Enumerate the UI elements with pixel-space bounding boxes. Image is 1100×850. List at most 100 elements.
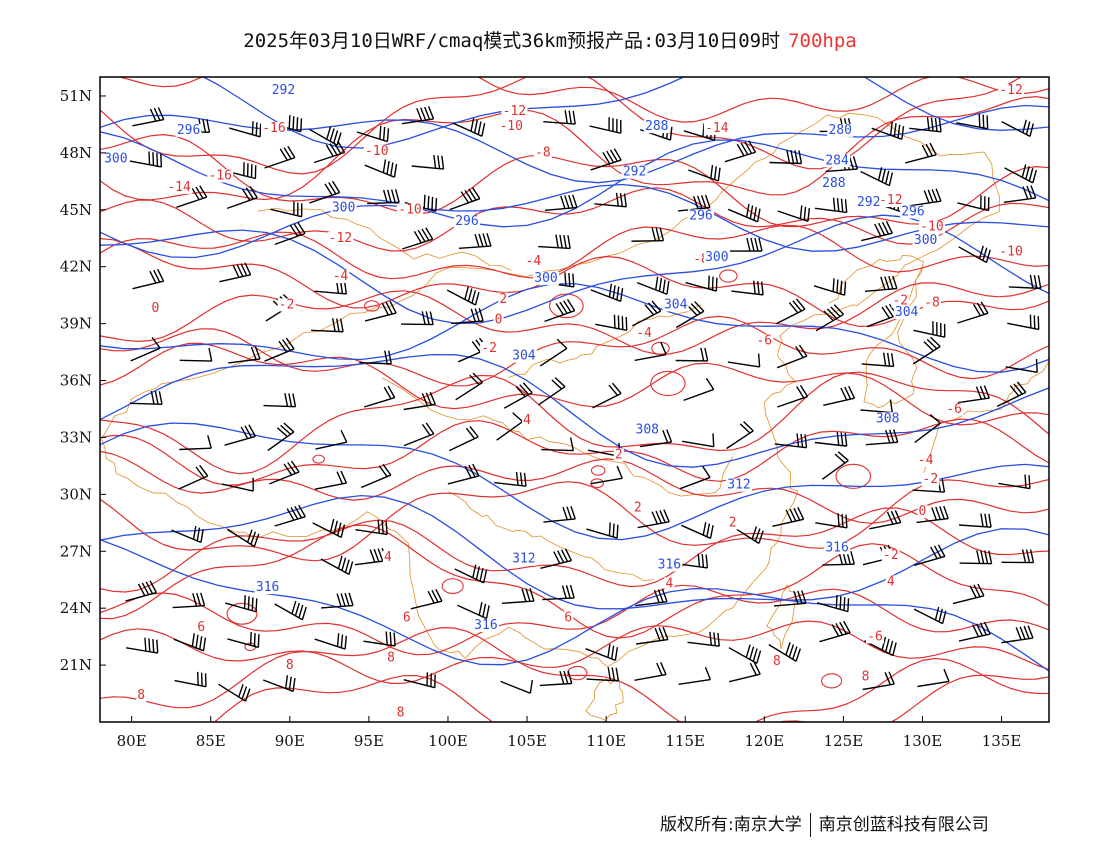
- x-tick-label: 105E: [507, 732, 547, 750]
- wind-barb: [404, 667, 438, 688]
- wind-barb: [1007, 311, 1041, 330]
- wind-barb: [862, 351, 895, 366]
- temperature-contour-line: [100, 343, 1049, 425]
- temperature-label: 8: [387, 650, 395, 665]
- height-label: 304: [664, 297, 688, 312]
- wind-barb: [320, 593, 353, 608]
- y-tick-label: 42N: [60, 258, 92, 276]
- temperature-label: 8: [773, 654, 781, 669]
- x-tick-label: 110E: [586, 732, 626, 750]
- wind-barb: [218, 673, 252, 701]
- height-label: 296: [901, 204, 924, 219]
- wind-barb: [360, 385, 394, 407]
- wind-barb: [998, 471, 1032, 489]
- temperature-contour-loop: [651, 371, 685, 395]
- wind-barb: [122, 580, 156, 601]
- wind-barb: [730, 238, 762, 251]
- copyright-text: 版权所有:南京大学: [660, 815, 802, 835]
- wind-barb: [180, 347, 212, 361]
- wind-barb: [815, 510, 849, 528]
- temperature-label: -12: [879, 193, 902, 208]
- temperature-label: -6: [946, 402, 962, 417]
- wind-barb: [367, 189, 399, 203]
- temperature-contour-loop: [822, 674, 842, 688]
- temperature-label: 4: [665, 576, 673, 591]
- temperature-label: 8: [137, 688, 145, 703]
- temperature-contour-line: [100, 585, 1049, 654]
- wind-barb: [173, 464, 208, 489]
- wind-barb: [731, 278, 764, 295]
- x-tick-label: 115E: [665, 732, 705, 750]
- wind-barb: [814, 273, 848, 295]
- wind-barb: [594, 191, 627, 207]
- wind-barb: [778, 199, 812, 222]
- x-tick-label: 120E: [745, 732, 785, 750]
- height-label: 300: [534, 271, 557, 286]
- x-tick-label: 95E: [354, 732, 384, 750]
- wind-barb: [815, 450, 849, 479]
- temperature-contour-line: [100, 372, 1049, 474]
- temperature-label: -2: [923, 472, 939, 487]
- temperature-contour-loop: [313, 455, 324, 463]
- height-label: 304: [512, 349, 536, 364]
- wind-barb: [313, 470, 347, 489]
- wind-barb: [175, 668, 209, 687]
- wind-barb: [688, 158, 723, 181]
- wind-barb: [544, 195, 577, 211]
- temperature-label: -6: [756, 333, 772, 348]
- wind-barb: [494, 470, 527, 487]
- wind-barb: [999, 625, 1033, 643]
- wind-barb: [954, 301, 988, 323]
- y-tick-label: 30N: [60, 485, 92, 503]
- temperature-label: -12: [329, 231, 352, 246]
- temperature-label: 6: [564, 610, 572, 625]
- wind-barb: [770, 507, 804, 527]
- wind-barb: [773, 384, 807, 407]
- temperature-contour-line: [100, 451, 1049, 523]
- wind-barb: [353, 548, 386, 565]
- footer: 版权所有:南京大学 南京创蓝科技有限公司: [660, 810, 989, 837]
- y-tick-label: 21N: [60, 656, 92, 674]
- wind-barb: [1002, 549, 1034, 562]
- height-label: 300: [914, 233, 937, 248]
- wind-barb: [676, 348, 708, 361]
- y-tick-label: 27N: [60, 542, 92, 560]
- wind-barb: [632, 662, 666, 681]
- temperature-contour-loop: [720, 270, 737, 282]
- wind-barb: [398, 227, 432, 249]
- wind-barb: [914, 318, 948, 338]
- height-label: 300: [104, 151, 127, 166]
- wind-barb: [626, 300, 660, 326]
- height-label: 316: [474, 618, 497, 633]
- wind-barb: [914, 598, 948, 624]
- temperature-label: -12: [503, 104, 526, 119]
- temperature-label: 8: [862, 669, 870, 684]
- wind-barb: [676, 465, 711, 488]
- wind-barb: [728, 349, 762, 367]
- wind-barb: [589, 466, 623, 484]
- wind-barb: [911, 544, 945, 565]
- height-label: 316: [825, 540, 848, 555]
- wind-barb: [538, 234, 571, 249]
- temperature-contour-loop: [442, 579, 463, 594]
- temperature-label: 2: [729, 516, 737, 531]
- height-label: 308: [876, 411, 899, 426]
- map-frame: [100, 77, 1049, 722]
- height-label: 288: [822, 176, 845, 191]
- x-tick-label: 135E: [982, 732, 1022, 750]
- height-label: 312: [512, 552, 535, 567]
- y-tick-label: 39N: [60, 315, 92, 333]
- height-label: 292: [272, 83, 295, 98]
- x-tick-label: 80E: [117, 732, 147, 750]
- temperature-label: 8: [397, 705, 405, 720]
- wind-barb: [364, 628, 398, 646]
- temperature-label: 2: [499, 292, 507, 307]
- temperature-contour-line: [100, 621, 1049, 683]
- wind-barb: [591, 278, 626, 302]
- wind-barb: [1002, 110, 1036, 136]
- temperature-label: 0: [919, 504, 927, 519]
- wind-barb: [590, 113, 624, 133]
- wind-barb: [864, 276, 897, 292]
- temperature-label: 2: [615, 447, 623, 462]
- x-tick-label: 85E: [196, 732, 226, 750]
